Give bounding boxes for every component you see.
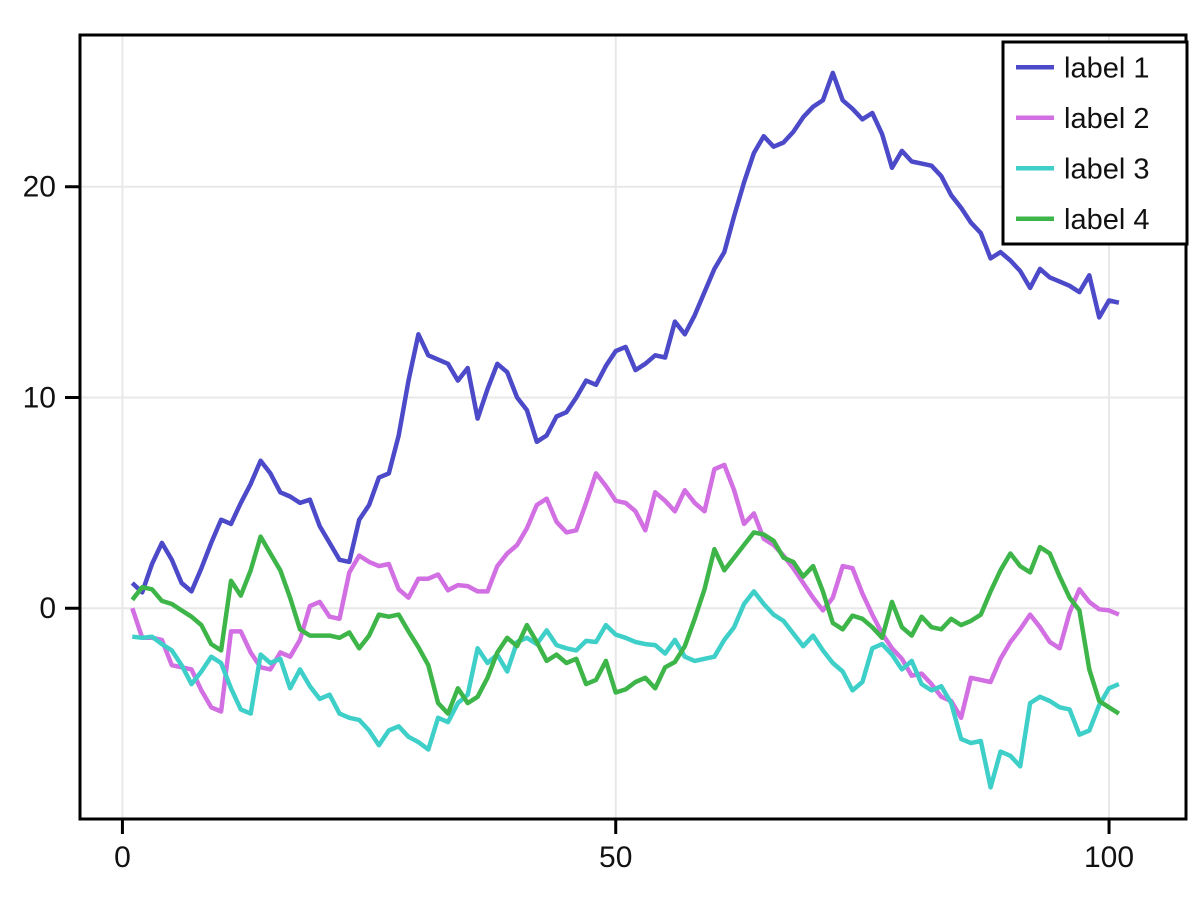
y-axis-tick-label: 10 <box>23 381 56 414</box>
legend-label-3: label 3 <box>1064 153 1149 185</box>
x-axis-tick-label: 0 <box>114 841 131 874</box>
x-axis-tick-label: 100 <box>1084 841 1134 874</box>
legend-label-4: label 4 <box>1064 204 1149 236</box>
series-line-3 <box>132 589 1120 790</box>
x-axis-tick-label: 50 <box>599 841 632 874</box>
plot-frame <box>78 33 1188 821</box>
series-line-1 <box>130 70 1120 595</box>
legend-box <box>1001 40 1189 246</box>
y-axis-tick-label: 0 <box>39 592 56 625</box>
series-line-4 <box>130 530 1121 716</box>
legend-label-2: label 2 <box>1064 103 1149 135</box>
y-axis-tick-label: 20 <box>23 171 56 204</box>
legend-label-1: label 1 <box>1064 52 1149 84</box>
